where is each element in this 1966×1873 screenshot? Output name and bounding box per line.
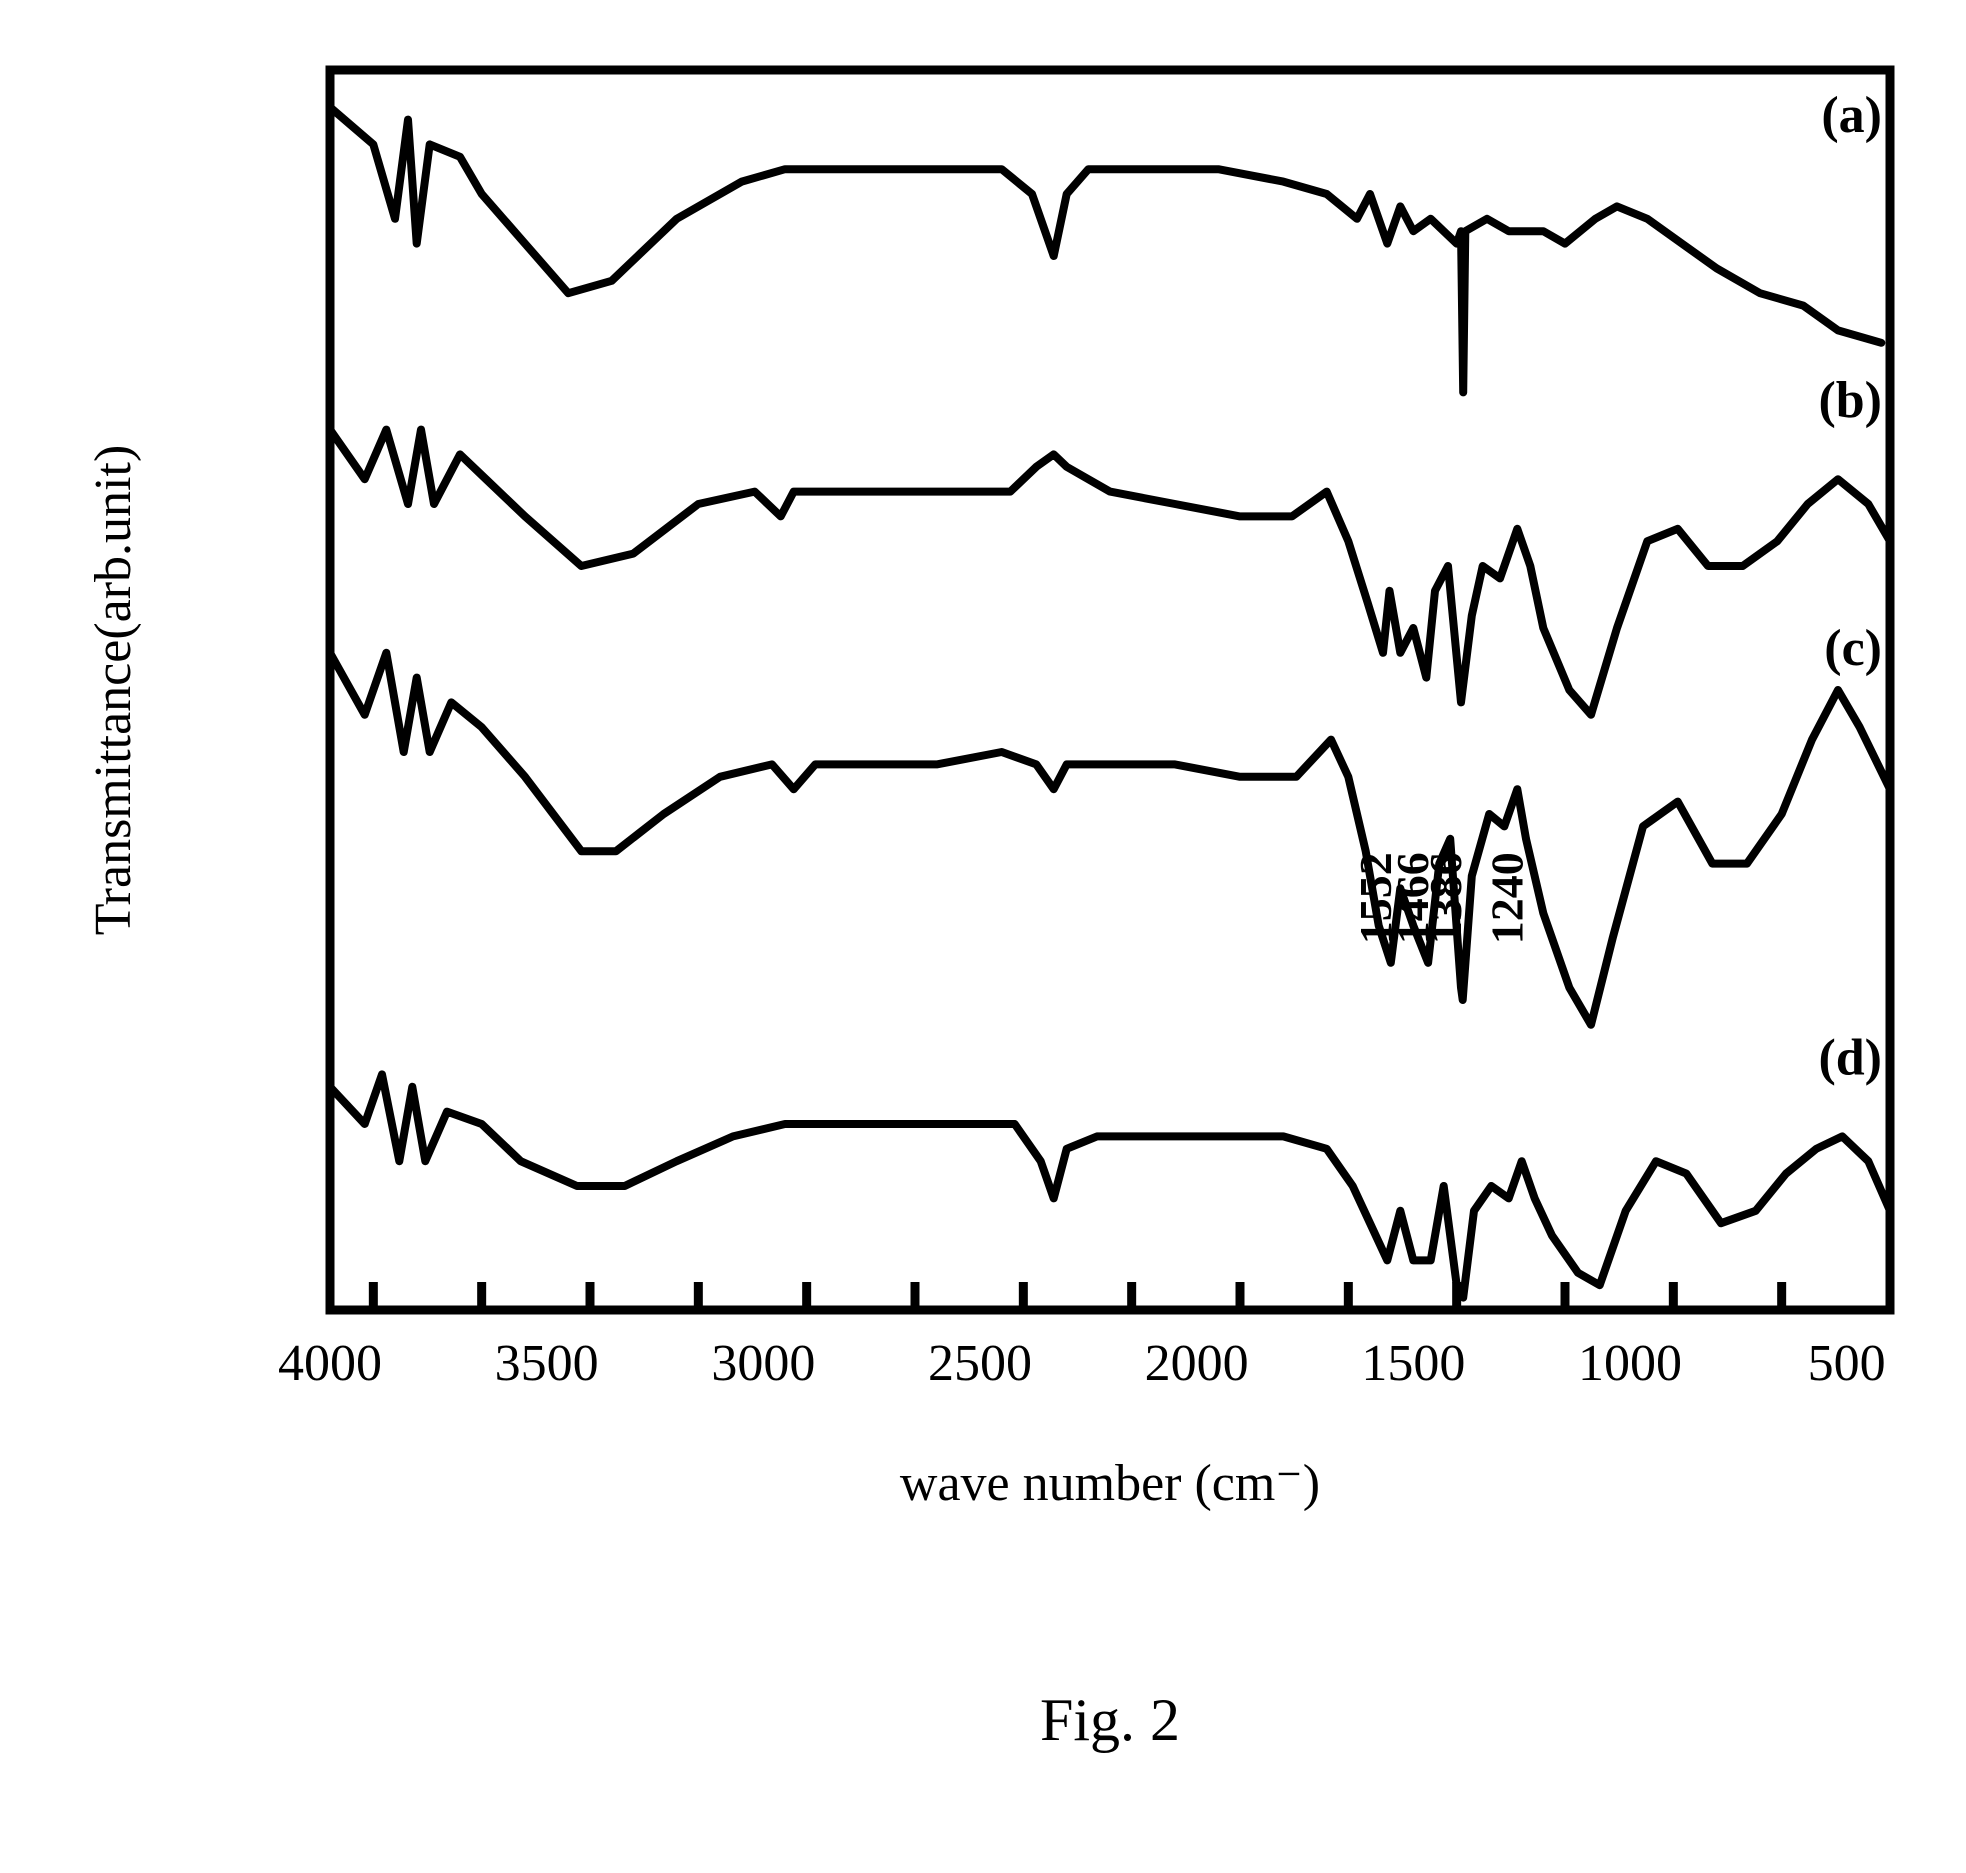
ir-spectra-chart: 4000 3500 3000 2500 2000 1500 1000 500 (a) (b) (c)…: [0, 0, 1966, 1873]
x-axis-label: wave number (cm⁻): [900, 1455, 1320, 1512]
series-label: (c): [1824, 620, 1882, 677]
x-tick-label: 3000: [711, 1335, 815, 1392]
series-label: (a): [1821, 87, 1882, 144]
peak-label: 1386: [1420, 852, 1471, 944]
plot-frame: [330, 70, 1890, 1310]
series-label: (b): [1818, 372, 1882, 429]
x-tick-label: 1500: [1361, 1335, 1465, 1392]
x-tick-label: 4000: [278, 1335, 382, 1392]
y-axis-label: Transmittance(arb.unit): [85, 445, 142, 936]
spectrum-curve-a: [330, 107, 1881, 392]
series-label: (d): [1818, 1029, 1882, 1086]
x-tick-label: 1000: [1578, 1335, 1682, 1392]
spectrum-curve-c: [330, 653, 1890, 1025]
x-tick-label: 3500: [495, 1335, 599, 1392]
x-tick-label: 2500: [928, 1335, 1032, 1392]
figure-caption: Fig. 2: [1040, 1687, 1180, 1753]
figure-container: 4000 3500 3000 2500 2000 1500 1000 500 (a) (b) (c)…: [0, 0, 1966, 1873]
spectrum-curve-d: [330, 1074, 1890, 1297]
spectrum-curve-b: [330, 430, 1890, 715]
peak-label: 1240: [1482, 852, 1533, 944]
x-tick-label: 500: [1808, 1335, 1886, 1392]
x-tick-label: 2000: [1145, 1335, 1249, 1392]
